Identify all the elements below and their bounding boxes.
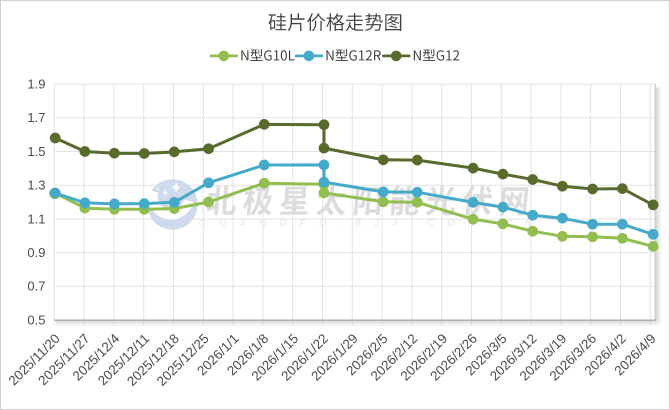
svg-text:1.1: 1.1 xyxy=(27,211,45,226)
svg-text:0.9: 0.9 xyxy=(27,245,45,260)
svg-text:0.7: 0.7 xyxy=(27,279,45,294)
svg-text:GUANGFU.BJX.COM.CN: GUANGFU.BJX.COM.CN xyxy=(199,219,546,230)
svg-text:0.5: 0.5 xyxy=(27,312,45,327)
svg-text:1.3: 1.3 xyxy=(27,178,45,193)
svg-text:1.7: 1.7 xyxy=(27,110,45,125)
svg-text:1.5: 1.5 xyxy=(27,144,45,159)
svg-text:1.9: 1.9 xyxy=(27,76,45,91)
